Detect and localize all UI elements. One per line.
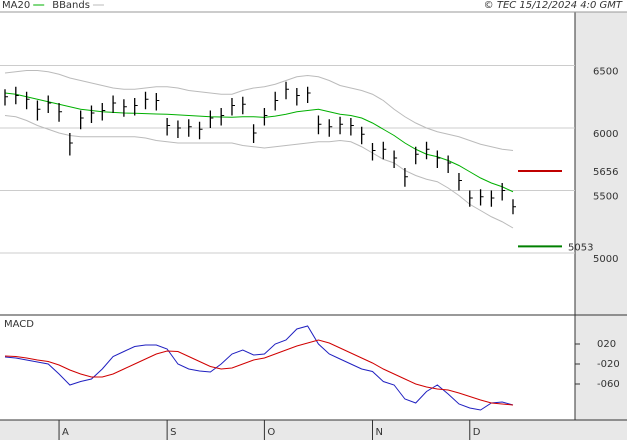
legend-label: MA20 — [2, 0, 30, 11]
macd-line — [4, 339, 514, 406]
x-tick-label: O — [267, 427, 275, 438]
level-label: 5053 — [568, 242, 593, 253]
y-tick-label: 020 — [597, 339, 616, 350]
macd-line — [4, 325, 514, 411]
indicator-line — [4, 70, 514, 151]
indicator-line — [4, 92, 514, 193]
y-tick-label: -020 — [597, 359, 620, 370]
x-tick-label: S — [170, 427, 176, 438]
axis-strip — [575, 12, 627, 420]
legend-label: BBands — [52, 0, 90, 11]
date-strip — [0, 420, 627, 440]
band-lower — [4, 115, 514, 229]
y-tick-label: 5500 — [593, 192, 618, 203]
y-tick-label: 5000 — [593, 254, 618, 265]
credit: © TEC 15/12/2024 4:0 GMT — [484, 0, 623, 11]
x-tick-label: D — [473, 427, 481, 438]
y-tick-label: -060 — [597, 379, 620, 390]
y-tick-label: 6500 — [593, 67, 618, 78]
x-tick-label: A — [62, 427, 69, 438]
level-label: 5656 — [593, 167, 618, 178]
panel-title: MACD — [4, 319, 34, 330]
y-tick-label: 6000 — [593, 129, 618, 140]
x-tick-label: N — [375, 427, 382, 438]
